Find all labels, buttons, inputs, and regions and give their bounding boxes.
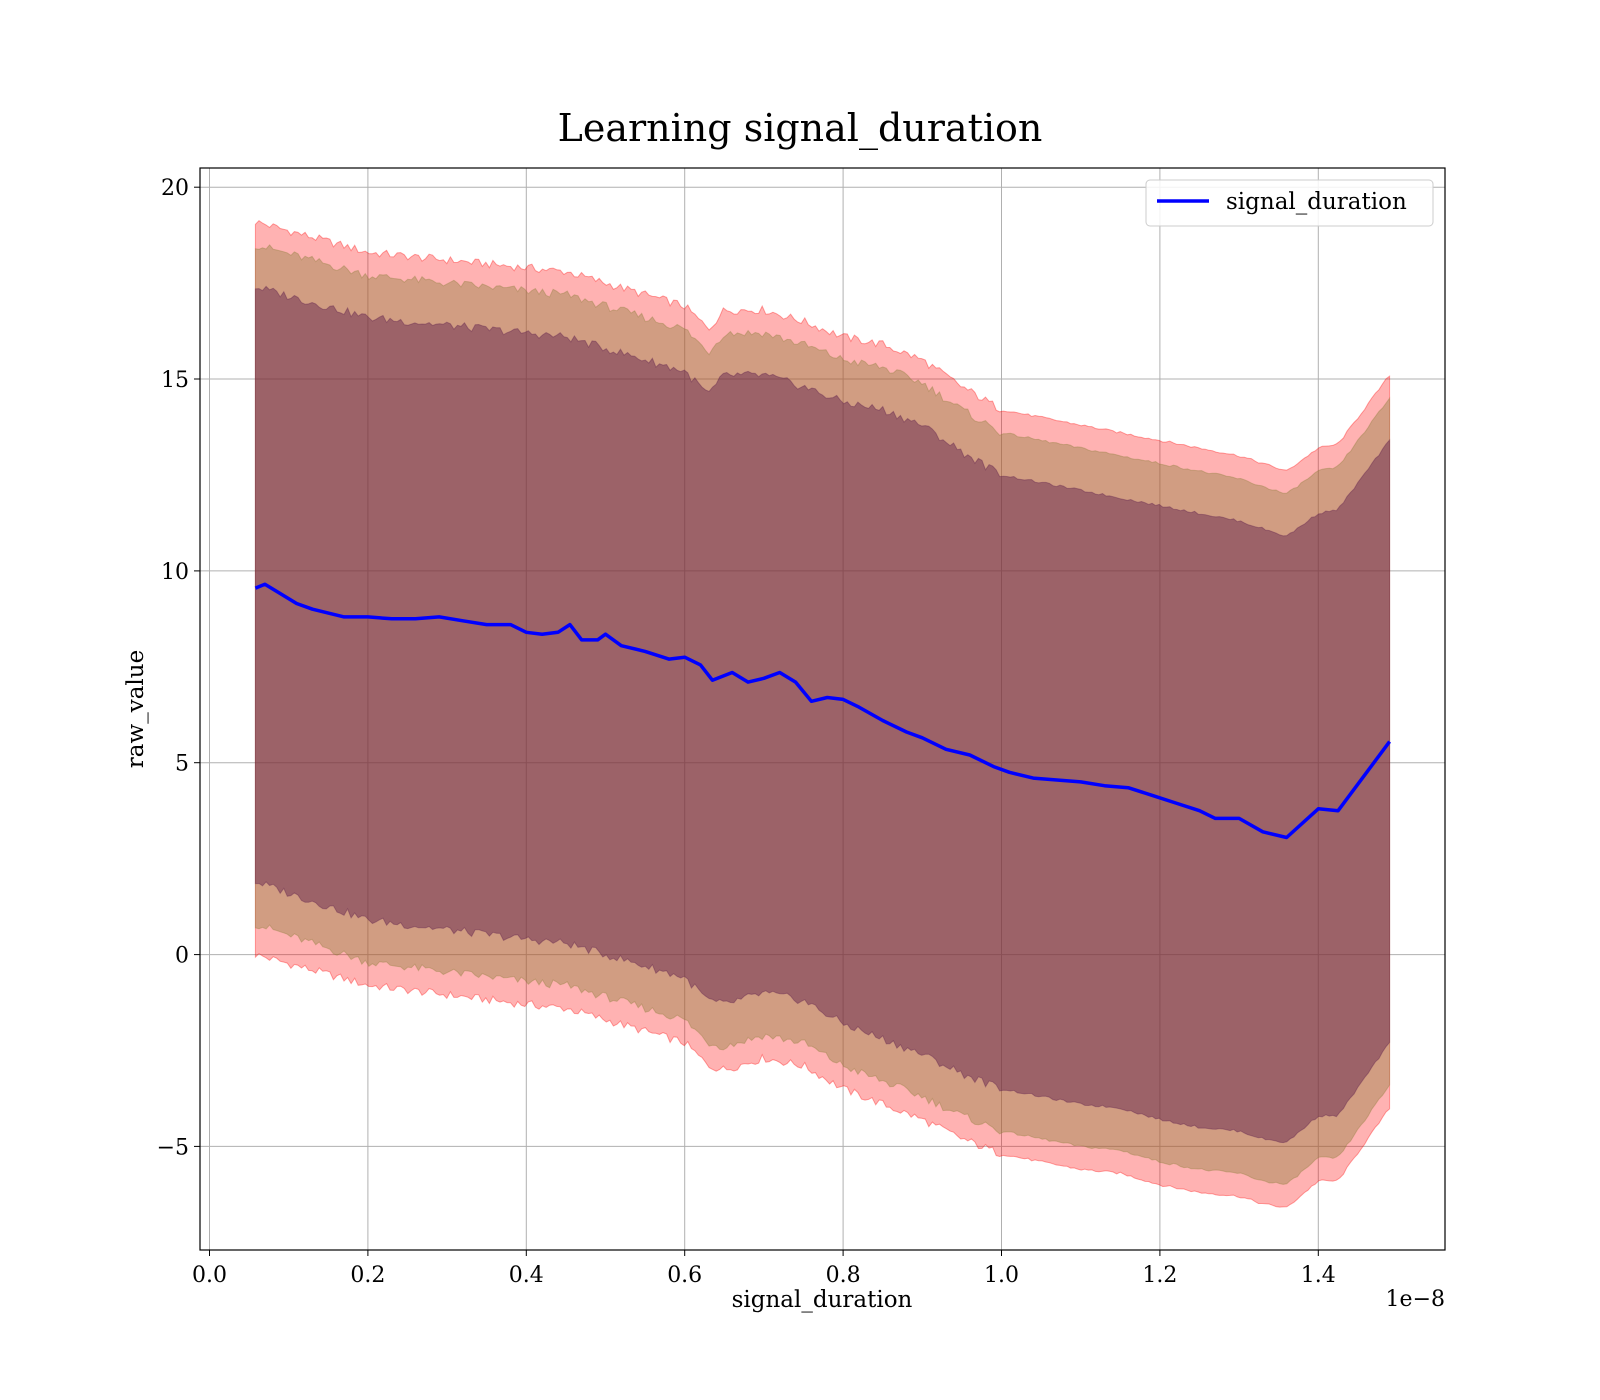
- x-tick-label-4: 0.8: [826, 1263, 861, 1288]
- x-tick-label-7: 1.4: [1301, 1263, 1336, 1288]
- y-axis-label: raw_value: [123, 650, 149, 768]
- band-1: [254, 244, 1391, 1185]
- x-tick-label-6: 1.2: [1142, 1263, 1177, 1288]
- y-tick-label-5: 20: [161, 176, 189, 201]
- y-tick-label-0: −5: [157, 1135, 189, 1160]
- legend-box: [1145, 179, 1434, 227]
- x-tick-label-0: 0.0: [192, 1263, 227, 1288]
- y-tick-label-3: 10: [161, 560, 189, 585]
- x-tick-label-5: 1.0: [984, 1263, 1019, 1288]
- confidence-bands: [254, 220, 1391, 1208]
- y-axis-ticks: −5 0 5 10 15 20: [157, 176, 200, 1160]
- grid: [200, 168, 1445, 1250]
- y-tick-label-1: 0: [175, 944, 189, 969]
- y-tick-label-2: 5: [175, 752, 189, 777]
- x-axis-ticks: 0.0 0.2 0.4 0.6 0.8 1.0 1.2 1.4: [192, 1250, 1336, 1288]
- x-tick-label-3: 0.6: [667, 1263, 702, 1288]
- x-axis-offset-label: 1e−8: [1386, 1287, 1445, 1312]
- band-0: [254, 220, 1391, 1208]
- legend: signal_duration: [1145, 179, 1434, 227]
- band-2: [254, 285, 1391, 1144]
- series-line-0: [254, 582, 1392, 840]
- x-tick-label-1: 0.2: [350, 1263, 385, 1288]
- x-tick-label-2: 0.4: [509, 1263, 544, 1288]
- y-tick-label-4: 15: [161, 368, 189, 393]
- plot-frame: [199, 167, 1446, 1251]
- chart-title: Learning signal_duration: [558, 106, 1043, 151]
- legend-entry-signal-duration: signal_duration: [1226, 189, 1407, 215]
- series-lines: [254, 582, 1392, 840]
- x-axis-label: signal_duration: [732, 1287, 913, 1313]
